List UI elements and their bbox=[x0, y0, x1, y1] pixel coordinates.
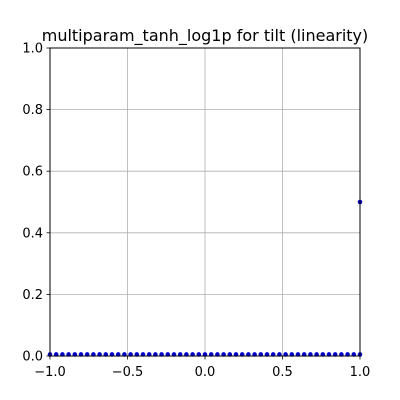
y-tick-label: 0.6 bbox=[22, 165, 43, 180]
y-tick-label: 0.2 bbox=[22, 288, 43, 303]
chart-title: multiparam_tanh_log1p for tilt (linearit… bbox=[42, 26, 369, 46]
x-tick-label: −0.5 bbox=[112, 365, 144, 380]
y-tick-label: 1.0 bbox=[22, 42, 43, 57]
y-tick-label: 0.0 bbox=[22, 350, 43, 365]
x-tick-label: −1.0 bbox=[34, 365, 66, 380]
y-tick-label: 0.8 bbox=[22, 103, 43, 118]
x-tick-label: 0.5 bbox=[272, 365, 293, 380]
x-tick-label: 1.0 bbox=[350, 365, 371, 380]
y-tick-label: 0.4 bbox=[22, 226, 43, 241]
y-axis-ticks: 0.0 0.2 0.4 0.6 0.8 1.0 bbox=[22, 42, 50, 365]
x-axis-ticks: −1.0 −0.5 0.0 0.5 1.0 bbox=[34, 356, 370, 380]
x-tick-label: 0.0 bbox=[195, 365, 216, 380]
